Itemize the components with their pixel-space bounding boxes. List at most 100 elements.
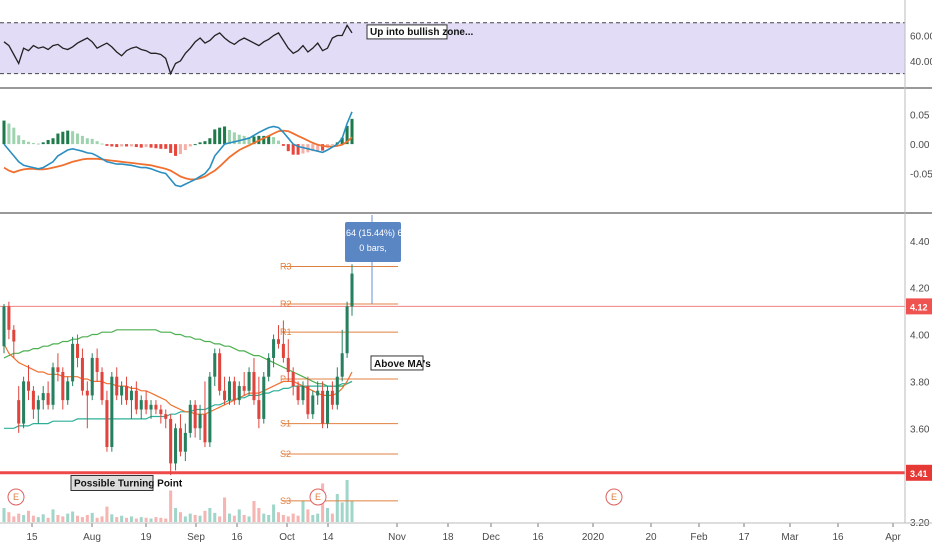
candle-body bbox=[223, 390, 227, 401]
macd-histogram-bar bbox=[17, 135, 21, 145]
volume-bar bbox=[95, 517, 99, 522]
price-tick-label: 3.80 bbox=[910, 377, 930, 388]
macd-signal-line bbox=[3, 129, 353, 181]
earnings-marker bbox=[7, 488, 25, 506]
macd-histogram-bar bbox=[71, 131, 75, 145]
pivot-label: S1 bbox=[280, 419, 291, 429]
macd-tick-label: 0.05 bbox=[910, 111, 930, 122]
volume-bar bbox=[301, 501, 305, 522]
macd-histogram-bar bbox=[149, 144, 153, 148]
volume-bar bbox=[203, 510, 207, 522]
macd-histogram-bar bbox=[169, 144, 173, 153]
support-badge-label: 3.41 bbox=[910, 469, 928, 479]
time-tick-label: Oct bbox=[279, 532, 295, 543]
macd-histogram-bar bbox=[129, 144, 133, 147]
candle-body bbox=[232, 381, 236, 401]
volume-bar bbox=[85, 515, 89, 522]
annotation-above-ma: Above MA's bbox=[374, 359, 431, 370]
macd-histogram-bar bbox=[350, 118, 354, 145]
candle-body bbox=[237, 386, 241, 401]
candle-body bbox=[46, 393, 50, 405]
macd-histogram-bar bbox=[227, 130, 231, 145]
last-price-badge-label: 4.12 bbox=[910, 302, 928, 312]
macd-histogram-bar bbox=[321, 144, 325, 151]
macd-histogram-bar bbox=[276, 140, 280, 145]
candle-body bbox=[242, 386, 246, 391]
volume-bar bbox=[267, 515, 271, 522]
volume-bar bbox=[12, 516, 16, 522]
volume-bar bbox=[316, 513, 320, 522]
volume-bar bbox=[272, 504, 276, 522]
volume-bar bbox=[90, 512, 94, 522]
macd-histogram-bar bbox=[46, 140, 50, 145]
volume-bar bbox=[115, 517, 119, 522]
time-tick-label: Dec bbox=[482, 532, 500, 543]
candle-body bbox=[90, 357, 94, 396]
candle-body bbox=[134, 390, 138, 410]
volume-bar bbox=[276, 512, 280, 522]
volume-bar bbox=[335, 494, 339, 522]
volume-bar bbox=[36, 517, 40, 522]
volume-bar bbox=[51, 509, 55, 522]
volume-bar bbox=[41, 514, 45, 522]
earnings-marker-label: E bbox=[315, 492, 321, 502]
macd-histogram-bar bbox=[223, 126, 227, 145]
time-tick-label: 18 bbox=[442, 532, 454, 543]
volume-bar bbox=[340, 502, 344, 522]
candle-body bbox=[306, 386, 310, 415]
candle-body bbox=[7, 306, 11, 330]
macd-histogram-bar bbox=[213, 129, 217, 145]
candle-body bbox=[80, 357, 84, 391]
macd-histogram-bar bbox=[188, 144, 192, 147]
volume-bar bbox=[198, 515, 202, 522]
volume-bar bbox=[26, 510, 31, 522]
candle-body bbox=[252, 372, 256, 401]
volume-bar bbox=[306, 509, 310, 522]
candle-body bbox=[120, 386, 124, 396]
macd-histogram-bar bbox=[95, 141, 99, 145]
macd-histogram-bar bbox=[2, 120, 6, 145]
time-tick-label: Apr bbox=[885, 532, 901, 543]
macd-histogram-bar bbox=[198, 142, 202, 145]
time-tick-label: 14 bbox=[322, 532, 334, 543]
candle-body bbox=[66, 381, 70, 401]
candle-body bbox=[325, 390, 330, 424]
macd-histogram-bar bbox=[41, 142, 45, 145]
macd-histogram-bar bbox=[345, 125, 349, 145]
macd-histogram-bar bbox=[110, 144, 114, 147]
earnings-marker-label: E bbox=[611, 492, 617, 502]
pivot-label: R1 bbox=[280, 327, 292, 337]
candle-body bbox=[272, 339, 276, 358]
price-tick-label: 4.40 bbox=[910, 237, 930, 248]
time-tick-label: 16 bbox=[832, 532, 844, 543]
candle-body bbox=[144, 400, 148, 410]
time-tick-label: 15 bbox=[26, 532, 38, 543]
macd-histogram-bar bbox=[340, 137, 344, 145]
volume-bar bbox=[149, 518, 153, 522]
ma-mid-line bbox=[4, 380, 353, 429]
candle-body bbox=[149, 404, 153, 410]
macd-histogram-bar bbox=[36, 143, 40, 145]
volume-bar bbox=[61, 516, 65, 522]
volume-bar bbox=[223, 497, 227, 522]
candle-body bbox=[208, 376, 212, 443]
candle-body bbox=[100, 372, 104, 401]
candle-body bbox=[139, 400, 143, 410]
macd-histogram-bar bbox=[105, 144, 109, 146]
macd-histogram-bar bbox=[311, 144, 315, 152]
macd-histogram-bar bbox=[316, 144, 320, 151]
volume-bar bbox=[218, 516, 222, 522]
candle-body bbox=[169, 418, 173, 464]
pivot-label: S3 bbox=[280, 496, 291, 506]
volume-bar bbox=[159, 517, 163, 522]
candle-body bbox=[31, 390, 35, 410]
candle-body bbox=[95, 357, 99, 372]
volume-bar bbox=[286, 516, 290, 522]
volume-bar bbox=[7, 512, 11, 522]
volume-bar bbox=[80, 517, 84, 522]
candle-body bbox=[110, 376, 114, 447]
volume-bar bbox=[325, 508, 330, 522]
volume-bar bbox=[193, 515, 197, 522]
volume-bar bbox=[208, 508, 212, 522]
